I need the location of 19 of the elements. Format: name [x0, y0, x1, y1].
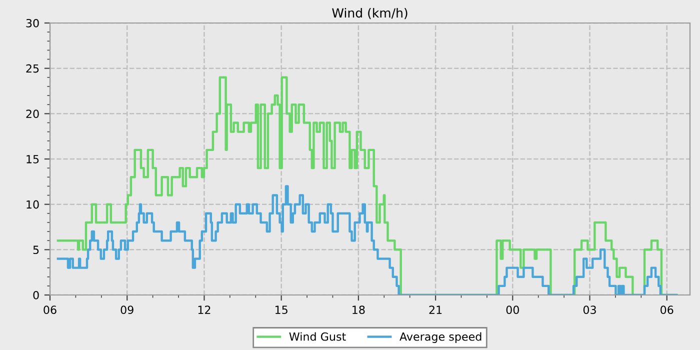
- x-tick-label: 06: [660, 306, 674, 314]
- x-tick-label: 03: [583, 306, 596, 314]
- x-tick-label: 21: [429, 306, 442, 314]
- y-tick-label: 10: [26, 200, 39, 209]
- y-tick-label: 25: [26, 64, 39, 73]
- y-tick-label: 30: [26, 18, 39, 28]
- x-tick-label: 06: [44, 306, 56, 314]
- chart-title: Wind (km/h): [332, 8, 408, 20]
- y-tick-label: 20: [26, 110, 39, 118]
- y-tick-label: 0: [33, 290, 39, 300]
- x-tick-label: 15: [275, 306, 288, 314]
- x-tick-label: 18: [352, 306, 365, 314]
- x-tick-label: 12: [198, 306, 210, 314]
- x-tick-label: 09: [120, 306, 134, 314]
- y-tick-label: 5: [33, 246, 39, 254]
- y-tick-label: 15: [26, 155, 39, 164]
- legend-label: Average speed: [400, 332, 482, 343]
- legend-label: Wind Gust: [289, 332, 346, 341]
- x-tick-label: 00: [506, 306, 519, 314]
